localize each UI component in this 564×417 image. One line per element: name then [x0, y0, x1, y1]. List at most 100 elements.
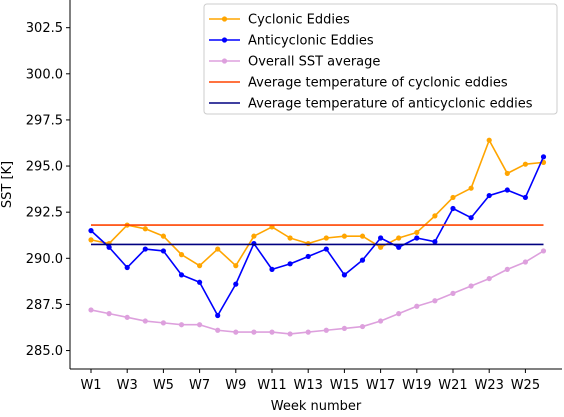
series-layer [88, 137, 547, 337]
data-point-anticyclonic-eddies [233, 281, 239, 287]
data-point-cyclonic-eddies [305, 240, 311, 247]
legend-entry-label: Cyclonic Eddies [248, 13, 350, 28]
data-point-cyclonic-eddies [160, 233, 166, 239]
x-tick-label: W15 [330, 378, 359, 393]
data-point-anticyclonic-eddies [305, 253, 311, 260]
data-point-anticyclonic-eddies [378, 235, 384, 241]
legend: Cyclonic Eddies Anticyclonic Eddies Overal… [203, 3, 558, 115]
y-tick-label: 302.5 [26, 21, 63, 36]
x-tick-label: W1 [80, 378, 101, 393]
series-line-cyclonic-eddies [90, 139, 544, 267]
data-point-cyclonic-eddies [142, 226, 148, 232]
data-point-overall-sst-average [359, 323, 366, 330]
x-tick-label: W9 [225, 378, 246, 393]
data-point-overall-sst-average [160, 320, 166, 326]
legend-entry-label: Anticyclonic Eddies [248, 34, 374, 49]
data-point-anticyclonic-eddies [178, 272, 185, 278]
data-point-anticyclonic-eddies [540, 154, 547, 160]
y-tick-label: 295.0 [26, 160, 63, 175]
legend-box [203, 3, 558, 115]
data-point-cyclonic-eddies [197, 263, 203, 269]
data-point-overall-sst-average [378, 318, 384, 324]
x-tick-label: W13 [293, 378, 322, 393]
data-point-overall-sst-average [540, 248, 547, 254]
data-point-anticyclonic-eddies [106, 244, 112, 250]
data-point-cyclonic-eddies [378, 244, 384, 250]
data-point-overall-sst-average [522, 259, 529, 265]
x-tick-label: W5 [153, 378, 174, 393]
data-point-cyclonic-eddies [396, 235, 402, 241]
data-point-cyclonic-eddies [486, 137, 492, 143]
data-point-anticyclonic-eddies [160, 248, 166, 254]
data-point-anticyclonic-eddies [450, 205, 456, 212]
data-point-anticyclonic-eddies [396, 244, 402, 250]
y-axis-label: SST [K] [0, 161, 15, 208]
legend-entry-label: Overall SST average [248, 55, 380, 70]
data-point-cyclonic-eddies [287, 235, 293, 241]
data-point-anticyclonic-eddies [124, 264, 130, 271]
x-tick-label: W17 [366, 378, 395, 393]
data-point-overall-sst-average [251, 329, 257, 335]
series-line-overall-sst-average [90, 250, 544, 335]
data-point-anticyclonic-eddies [197, 279, 203, 285]
data-point-anticyclonic-eddies [432, 239, 438, 245]
data-point-overall-sst-average [414, 303, 420, 309]
legend-entry-label: Average temperature of anticyclonic eddi… [248, 97, 533, 112]
x-tick-label: W11 [257, 378, 286, 393]
legend-swatch-marker [221, 58, 228, 64]
y-tick-label: 297.5 [26, 113, 63, 128]
data-point-cyclonic-eddies [178, 252, 185, 258]
data-point-cyclonic-eddies [450, 194, 456, 201]
data-point-cyclonic-eddies [88, 237, 94, 243]
data-point-anticyclonic-eddies [88, 228, 94, 234]
data-point-overall-sst-average [468, 283, 474, 289]
data-point-overall-sst-average [142, 318, 148, 324]
y-tick-label: 300.0 [26, 67, 63, 82]
data-point-overall-sst-average [106, 311, 112, 317]
data-point-overall-sst-average [178, 322, 185, 328]
y-tick-label: 292.5 [26, 206, 63, 221]
data-point-overall-sst-average [88, 307, 94, 313]
x-tick-label: W7 [189, 378, 210, 393]
data-point-overall-sst-average [215, 327, 221, 333]
data-point-anticyclonic-eddies [468, 215, 474, 221]
data-point-overall-sst-average [233, 329, 239, 335]
y-tick-label: 290.0 [26, 252, 63, 267]
data-point-anticyclonic-eddies [269, 266, 275, 272]
data-point-overall-sst-average [197, 322, 203, 328]
x-tick-label: W25 [511, 378, 540, 393]
data-point-anticyclonic-eddies [287, 261, 293, 267]
data-point-anticyclonic-eddies [504, 187, 510, 193]
x-tick-label: W21 [438, 378, 467, 393]
x-tick-label: W23 [474, 378, 503, 393]
data-point-cyclonic-eddies [414, 229, 420, 236]
legend-swatch-marker [221, 37, 228, 43]
data-point-overall-sst-average [432, 298, 438, 304]
x-tick-label: W19 [402, 378, 431, 393]
data-point-overall-sst-average [486, 275, 492, 282]
data-point-overall-sst-average [323, 327, 329, 333]
data-point-cyclonic-eddies [233, 263, 239, 269]
data-point-cyclonic-eddies [504, 170, 510, 177]
data-point-anticyclonic-eddies [414, 235, 420, 241]
data-point-cyclonic-eddies [432, 213, 438, 219]
data-point-overall-sst-average [269, 329, 275, 335]
data-point-overall-sst-average [124, 314, 130, 320]
data-point-anticyclonic-eddies [215, 312, 221, 319]
data-point-cyclonic-eddies [251, 233, 257, 239]
data-point-cyclonic-eddies [359, 233, 366, 239]
legend-swatch-marker [221, 16, 228, 22]
data-point-anticyclonic-eddies [323, 246, 329, 252]
data-point-overall-sst-average [287, 331, 293, 337]
data-point-anticyclonic-eddies [251, 240, 257, 247]
data-point-overall-sst-average [305, 329, 311, 335]
data-point-anticyclonic-eddies [522, 194, 529, 201]
y-tick-label: 285.0 [26, 344, 63, 359]
y-tick-label: 287.5 [26, 298, 63, 313]
legend-entry-label: Average temperature of cyclonic eddies [248, 76, 508, 91]
data-point-cyclonic-eddies [468, 185, 474, 191]
data-point-cyclonic-eddies [522, 161, 529, 167]
